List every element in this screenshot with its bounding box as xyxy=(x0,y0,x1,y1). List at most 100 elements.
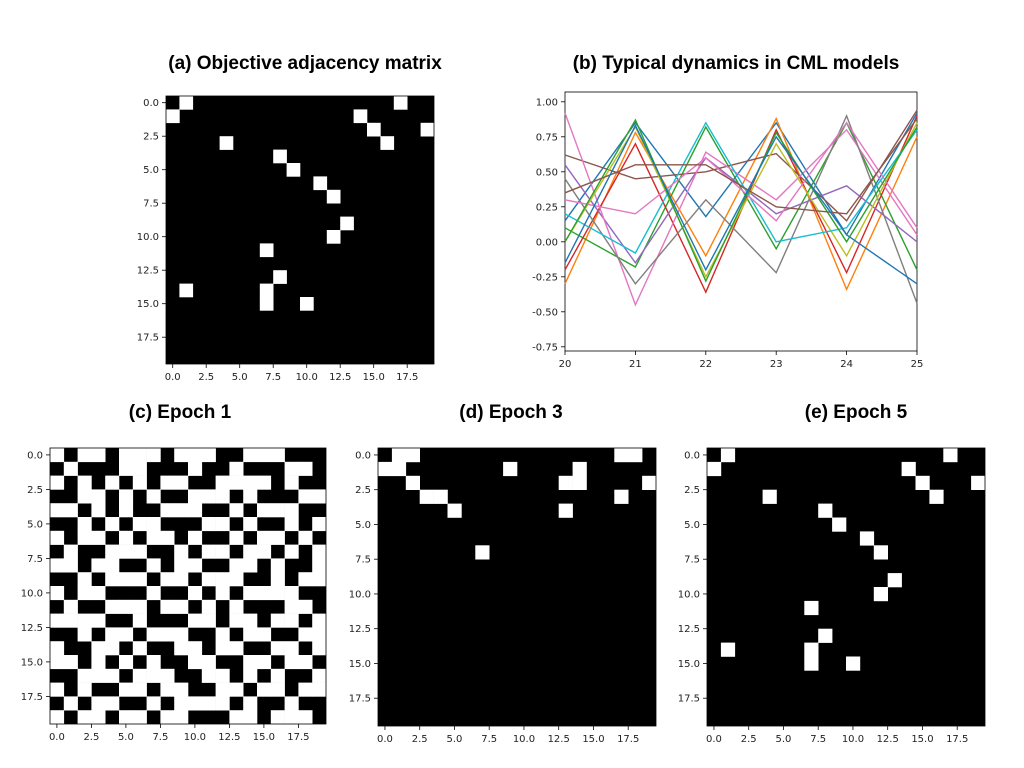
series-line xyxy=(564,109,918,222)
heatmap-cell xyxy=(298,655,313,670)
y-tick-label: 7.5 xyxy=(27,554,43,565)
heatmap-cell xyxy=(804,600,819,616)
heatmap-cell xyxy=(119,627,134,642)
heatmap-cell xyxy=(188,613,203,628)
y-tick-label: 10.0 xyxy=(137,232,159,243)
x-tick-label: 5.0 xyxy=(775,734,791,745)
heatmap-cell xyxy=(160,475,175,490)
heatmap-cell xyxy=(174,599,189,614)
chart-b-title: (b) Typical dynamics in CML models xyxy=(572,53,900,74)
heatmap-cell xyxy=(132,710,147,725)
heatmap-cell xyxy=(132,682,147,697)
heatmap-cell xyxy=(312,682,327,697)
series-line xyxy=(564,121,918,254)
heatmap-cell xyxy=(105,517,120,532)
heatmap-cell xyxy=(273,149,287,164)
heatmap-cell xyxy=(146,558,161,573)
x-tick-label: 17.5 xyxy=(287,732,309,743)
y-tick-label: 5.0 xyxy=(27,519,43,530)
heatmap-cell xyxy=(284,517,299,532)
heatmap-cell xyxy=(298,599,313,614)
x-tick-label: 23 xyxy=(770,359,783,370)
heatmap-cell xyxy=(160,572,175,587)
heatmap-cell xyxy=(188,641,203,656)
heatmap-cell xyxy=(312,544,327,559)
y-tick-label: 0.50 xyxy=(536,167,558,178)
series-lines xyxy=(564,109,918,307)
x-tick-label: 0.0 xyxy=(49,732,65,743)
heatmap-cell xyxy=(50,682,65,697)
x-tick-label: 7.5 xyxy=(265,372,281,383)
heatmap-cell xyxy=(243,489,258,504)
heatmap-cell xyxy=(215,489,230,504)
heatmap-cell xyxy=(146,489,161,504)
x-tick-label: 22 xyxy=(699,359,712,370)
heatmap-cell xyxy=(298,461,313,476)
heatmap-cell xyxy=(312,613,327,628)
heatmap-cell xyxy=(270,503,285,518)
heatmap-cell xyxy=(215,696,230,711)
heatmap-cell xyxy=(105,558,120,573)
heatmap-cell xyxy=(215,544,230,559)
heatmap-cell xyxy=(614,448,629,463)
heatmap-cell xyxy=(270,710,285,725)
heatmap-cell xyxy=(160,503,175,518)
heatmap-cell xyxy=(943,448,958,463)
heatmap-cell xyxy=(229,503,244,518)
y-tick-label: 15.0 xyxy=(21,657,43,668)
heatmap-cell xyxy=(105,641,120,656)
heatmap-cell xyxy=(50,710,65,725)
chart-e-title: (e) Epoch 5 xyxy=(804,402,908,423)
x-tick-label: 0.0 xyxy=(706,734,722,745)
heatmap-cell xyxy=(614,489,629,504)
heatmap-cell xyxy=(119,710,134,725)
x-tick-label: 10.0 xyxy=(513,734,535,745)
heatmap-cell xyxy=(243,475,258,490)
heatmap-cell xyxy=(270,530,285,545)
heatmap-cell xyxy=(50,475,65,490)
heatmap-cell xyxy=(720,642,736,657)
heatmap-frame xyxy=(706,447,986,727)
heatmap-cell xyxy=(405,475,420,490)
heatmap-cell xyxy=(298,572,313,587)
heatmap-cell xyxy=(229,572,244,587)
heatmap-cell xyxy=(300,297,314,311)
heatmap-cell xyxy=(174,572,189,587)
heatmap-cell xyxy=(312,668,327,683)
heatmap-cell xyxy=(229,710,244,725)
heatmap-cell xyxy=(174,558,189,573)
heatmap-cell xyxy=(286,163,301,177)
heatmap-cell xyxy=(132,544,147,559)
heatmap-cell xyxy=(132,448,147,463)
y-tick-label: 0.75 xyxy=(536,132,558,143)
heatmap-cell xyxy=(378,461,393,477)
heatmap-cell xyxy=(174,641,189,656)
heatmap-cell xyxy=(284,655,299,670)
heatmap-cell xyxy=(298,682,313,697)
heatmap-cell xyxy=(243,558,258,573)
heatmap-cell xyxy=(229,599,244,614)
heatmap-cell xyxy=(77,489,92,504)
heatmap-cells-c xyxy=(50,448,327,725)
heatmap-cell xyxy=(201,544,216,559)
heatmap-cell xyxy=(201,613,216,628)
heatmap-cell xyxy=(326,189,341,204)
heatmap-cell xyxy=(270,641,285,656)
y-tick-label: 0.00 xyxy=(536,237,558,248)
heatmap-cell xyxy=(243,696,258,711)
heatmap-cell xyxy=(188,558,203,573)
heatmap-cell xyxy=(257,655,272,670)
heatmap-cell xyxy=(229,682,244,697)
x-tick-label: 15.0 xyxy=(582,734,604,745)
x-tick-label: 2.5 xyxy=(741,734,757,745)
heatmap-cell xyxy=(63,599,78,614)
heatmap-cell xyxy=(132,668,147,683)
heatmap-cell xyxy=(284,641,299,656)
y-tick-label: -0.25 xyxy=(532,272,558,283)
heatmap-cell xyxy=(146,655,161,670)
heatmap-cell xyxy=(174,627,189,642)
heatmap-cell xyxy=(558,503,573,518)
y-tick-label: 17.5 xyxy=(678,694,700,705)
